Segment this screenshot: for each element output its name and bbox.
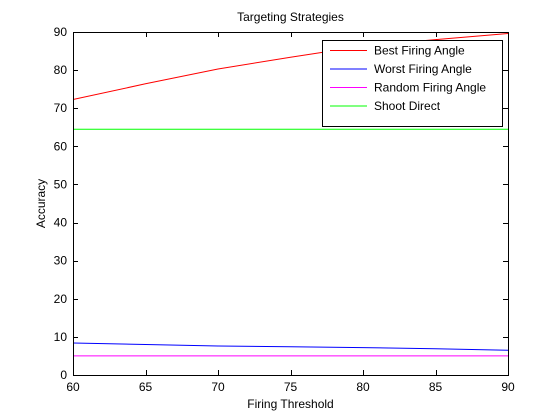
- y-tick-label: 30: [54, 254, 68, 268]
- series-line-best-firing-angle: [72, 33, 509, 100]
- ticks-layer: 60 65 70 75 80 85 90 0 10 20 30 40 50 60 70 80 90: [54, 25, 515, 394]
- legend-label: Worst Firing Angle: [374, 62, 472, 76]
- y-tick-label: 60: [54, 139, 68, 153]
- x-tick-label: 70: [211, 380, 225, 394]
- legend-label: Shoot Direct: [374, 99, 441, 113]
- y-tick-label: 20: [54, 292, 68, 306]
- x-tick-label: 90: [501, 380, 515, 394]
- legend-box: [322, 40, 503, 127]
- y-tick-label: 70: [54, 101, 68, 115]
- y-tick-label: 40: [54, 216, 68, 230]
- x-tick-label: 80: [356, 380, 370, 394]
- legend-label: Best Firing Angle: [374, 44, 465, 58]
- x-tick-label: 75: [284, 380, 298, 394]
- y-tick-label: 80: [54, 63, 68, 77]
- series-line-worst-firing-angle: [72, 342, 509, 351]
- x-tick-label: 85: [429, 380, 443, 394]
- y-tick-label: 90: [54, 25, 68, 39]
- y-tick-label: 50: [54, 177, 68, 191]
- x-tick-label: 60: [66, 380, 80, 394]
- y-tick-label: 0: [60, 368, 67, 382]
- series-layer: [72, 33, 509, 357]
- x-axis-title: Firing Threshold: [247, 397, 333, 411]
- x-tick-label: 65: [139, 380, 153, 394]
- legend-label: Random Firing Angle: [374, 81, 486, 95]
- legend: Best Firing Angle Worst Firing Angle Rando…: [322, 40, 503, 127]
- y-axis-title: Accuracy: [34, 179, 48, 228]
- chart-title: Targeting Strategies: [237, 10, 344, 24]
- y-tick-label: 10: [54, 330, 68, 344]
